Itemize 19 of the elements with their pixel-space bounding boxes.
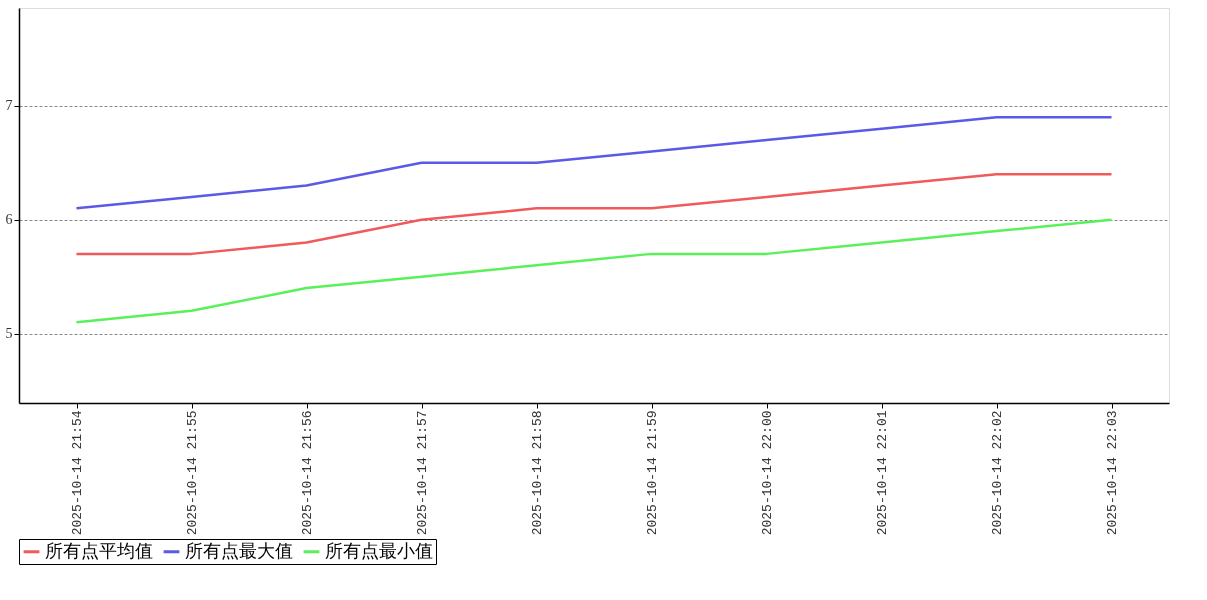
- line-series: [75, 218, 1113, 324]
- line-series: [75, 172, 1113, 256]
- x-tick-label: 2025-10-14 21:55: [185, 410, 200, 536]
- legend-label: 所有点最小值: [325, 539, 433, 561]
- x-tick-label: 2025-10-14 21:59: [645, 410, 660, 536]
- x-tick-label: 2025-10-14 21:56: [300, 410, 315, 536]
- y-tick-label: 7: [5, 98, 13, 114]
- x-tick-label: 2025-10-14 21:57: [415, 410, 430, 536]
- x-tick-label: 2025-10-14 22:01: [875, 410, 890, 536]
- line-series: [75, 116, 1113, 210]
- y-tick-label: 5: [5, 326, 13, 342]
- y-tick-label: 6: [5, 212, 13, 228]
- legend-label: 所有点最大值: [185, 539, 293, 561]
- legend-label: 所有点平均值: [45, 539, 153, 561]
- x-tick-label: 2025-10-14 22:00: [760, 410, 775, 536]
- x-tick-label: 2025-10-14 22:02: [990, 410, 1005, 536]
- x-tick-label: 2025-10-14 22:03: [1105, 410, 1120, 536]
- x-tick-label: 2025-10-14 21:54: [70, 410, 85, 536]
- x-tick-label: 2025-10-14 21:58: [530, 410, 545, 536]
